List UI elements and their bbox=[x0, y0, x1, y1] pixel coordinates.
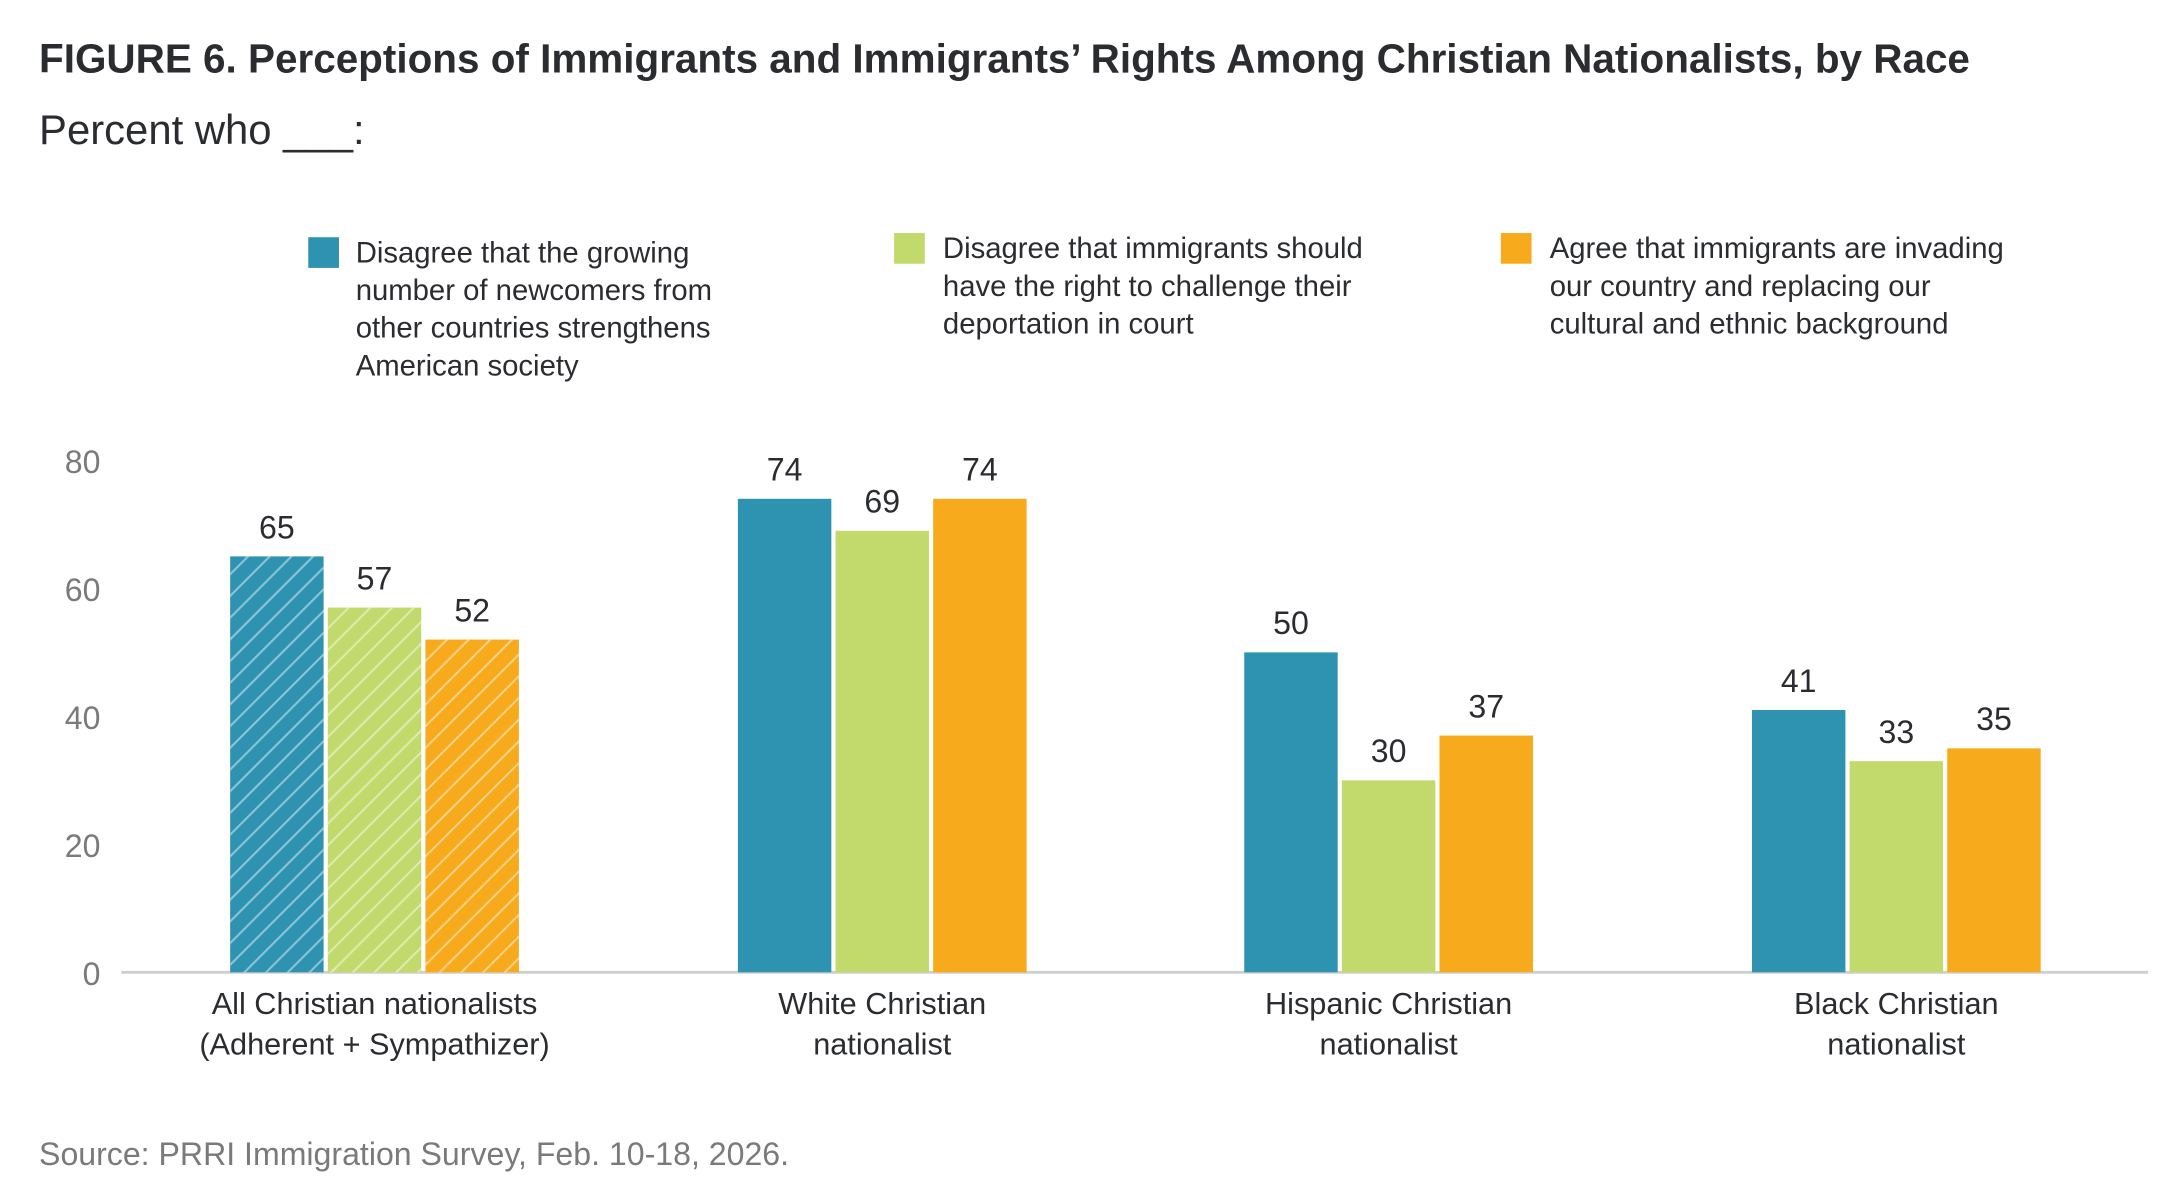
bars: 65 57 52 74 69 74 50 30 37 41 33 35 bbox=[230, 452, 2041, 973]
x-axis: All Christian nationalists (Adherent + Sy… bbox=[199, 986, 1998, 1061]
legend-label-line: our country and replacing our bbox=[1550, 270, 1931, 303]
bar bbox=[737, 498, 832, 973]
x-tick-label-line: nationalist bbox=[1827, 1027, 1966, 1062]
data-label: 33 bbox=[1878, 714, 1914, 750]
legend-label-line: Disagree that the growing bbox=[356, 236, 690, 269]
bar bbox=[1341, 780, 1436, 973]
bar bbox=[1439, 735, 1533, 973]
bar bbox=[835, 530, 929, 973]
data-label: 74 bbox=[767, 452, 803, 488]
bar-hatch bbox=[327, 607, 422, 973]
data-label: 30 bbox=[1371, 733, 1407, 769]
legend-label-line: deportation in court bbox=[943, 307, 1194, 340]
x-tick-label: Hispanic Christian nationalist bbox=[1265, 986, 1512, 1061]
x-tick-label: White Christian nationalist bbox=[778, 986, 986, 1061]
bar bbox=[1849, 761, 1944, 973]
legend-label: Disagree that immigrants should have the … bbox=[943, 232, 1363, 340]
y-tick-label: 80 bbox=[65, 444, 101, 480]
legend: Disagree that the growing number of newco… bbox=[308, 232, 2004, 382]
legend-label-line: Disagree that immigrants should bbox=[943, 232, 1363, 265]
data-label: 74 bbox=[962, 452, 998, 488]
bar bbox=[933, 498, 1027, 973]
x-tick-label-line: White Christian bbox=[778, 986, 986, 1021]
data-label: 41 bbox=[1781, 663, 1817, 699]
bar bbox=[1947, 748, 2041, 973]
legend-label-line: American society bbox=[356, 349, 579, 382]
legend-swatch bbox=[894, 233, 925, 264]
data-label: 35 bbox=[1976, 701, 2012, 737]
y-tick-label: 0 bbox=[83, 956, 101, 992]
bar bbox=[1244, 652, 1338, 973]
x-tick-label-line: Black Christian bbox=[1794, 986, 1999, 1021]
legend-label: Disagree that the growing number of newco… bbox=[356, 236, 712, 382]
chart-title: FIGURE 6. Perceptions of Immigrants and … bbox=[39, 36, 1970, 82]
legend-label-line: other countries strengthens bbox=[356, 312, 711, 345]
bar bbox=[1751, 709, 1846, 973]
chart-subtitle: Percent who ___: bbox=[39, 106, 365, 153]
data-label: 57 bbox=[357, 560, 393, 596]
legend-label-line: Agree that immigrants are invading bbox=[1550, 232, 2004, 265]
x-tick-label-line: All Christian nationalists bbox=[212, 986, 538, 1021]
x-tick-label-line: Hispanic Christian bbox=[1265, 986, 1512, 1021]
y-tick-label: 20 bbox=[65, 828, 101, 864]
legend-label: Agree that immigrants are invading our co… bbox=[1550, 232, 2004, 340]
legend-label-line: cultural and ethnic background bbox=[1550, 307, 1949, 340]
legend-label-line: number of newcomers from bbox=[356, 274, 712, 307]
x-tick-label: All Christian nationalists (Adherent + Sy… bbox=[199, 986, 549, 1061]
data-label: 37 bbox=[1468, 688, 1504, 724]
x-tick-label-line: nationalist bbox=[1320, 1027, 1459, 1062]
bar-hatch bbox=[425, 639, 519, 973]
data-label: 52 bbox=[454, 592, 490, 628]
y-tick-label: 40 bbox=[65, 700, 101, 736]
x-tick-label-line: (Adherent + Sympathizer) bbox=[199, 1027, 549, 1062]
data-label: 65 bbox=[259, 509, 295, 545]
legend-swatch bbox=[308, 237, 339, 268]
y-tick-label: 60 bbox=[65, 572, 101, 608]
data-label: 50 bbox=[1273, 605, 1309, 641]
source-note: Source: PRRI Immigration Survey, Feb. 10… bbox=[39, 1136, 789, 1172]
data-label: 69 bbox=[864, 484, 900, 520]
bar-hatch bbox=[230, 556, 324, 973]
legend-swatch bbox=[1500, 233, 1532, 264]
x-tick-label-line: nationalist bbox=[813, 1027, 952, 1062]
legend-label-line: have the right to challenge their bbox=[943, 270, 1352, 303]
x-tick-label: Black Christian nationalist bbox=[1794, 986, 1999, 1061]
